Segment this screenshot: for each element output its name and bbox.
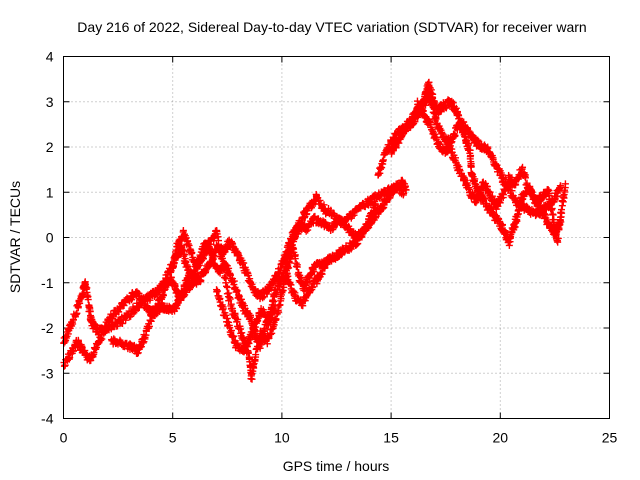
x-tick-label: 0 — [60, 430, 68, 446]
data-point — [223, 283, 231, 291]
x-tick-label: 25 — [602, 430, 618, 446]
y-axis-label: SDTVAR / TECUs — [7, 181, 23, 293]
data-point — [320, 201, 328, 209]
y-tick-label: 2 — [46, 139, 54, 155]
x-tick-label: 15 — [383, 430, 399, 446]
y-tick-label: 4 — [46, 49, 54, 65]
y-tick-label: -4 — [41, 411, 54, 427]
y-tick-label: -3 — [41, 365, 54, 381]
y-tick-label: 1 — [46, 184, 54, 200]
data-point — [225, 289, 233, 297]
x-tick-label: 20 — [493, 430, 509, 446]
data-point — [233, 286, 241, 294]
y-tick-label: 0 — [46, 230, 54, 246]
data-point — [222, 282, 230, 290]
data-point — [230, 277, 238, 285]
data-point — [73, 309, 81, 317]
data-points — [60, 78, 569, 383]
data-point — [76, 299, 84, 307]
data-point — [118, 320, 126, 328]
x-axis-label: GPS time / hours — [283, 458, 390, 474]
data-point — [74, 304, 82, 312]
y-tick-label: 3 — [46, 94, 54, 110]
data-point — [146, 296, 154, 304]
axis-ticks: 0 5 10 15 20 25 -4 -3 -2 -1 0 1 2 3 4 — [41, 49, 617, 446]
grid-lines — [63, 56, 610, 419]
x-tick-label: 5 — [169, 430, 177, 446]
y-tick-label: -1 — [41, 275, 54, 291]
y-tick-label: -2 — [41, 320, 54, 336]
chart-title: Day 216 of 2022, Sidereal Day-to-day VTE… — [77, 19, 586, 35]
x-tick-label: 10 — [274, 430, 290, 446]
